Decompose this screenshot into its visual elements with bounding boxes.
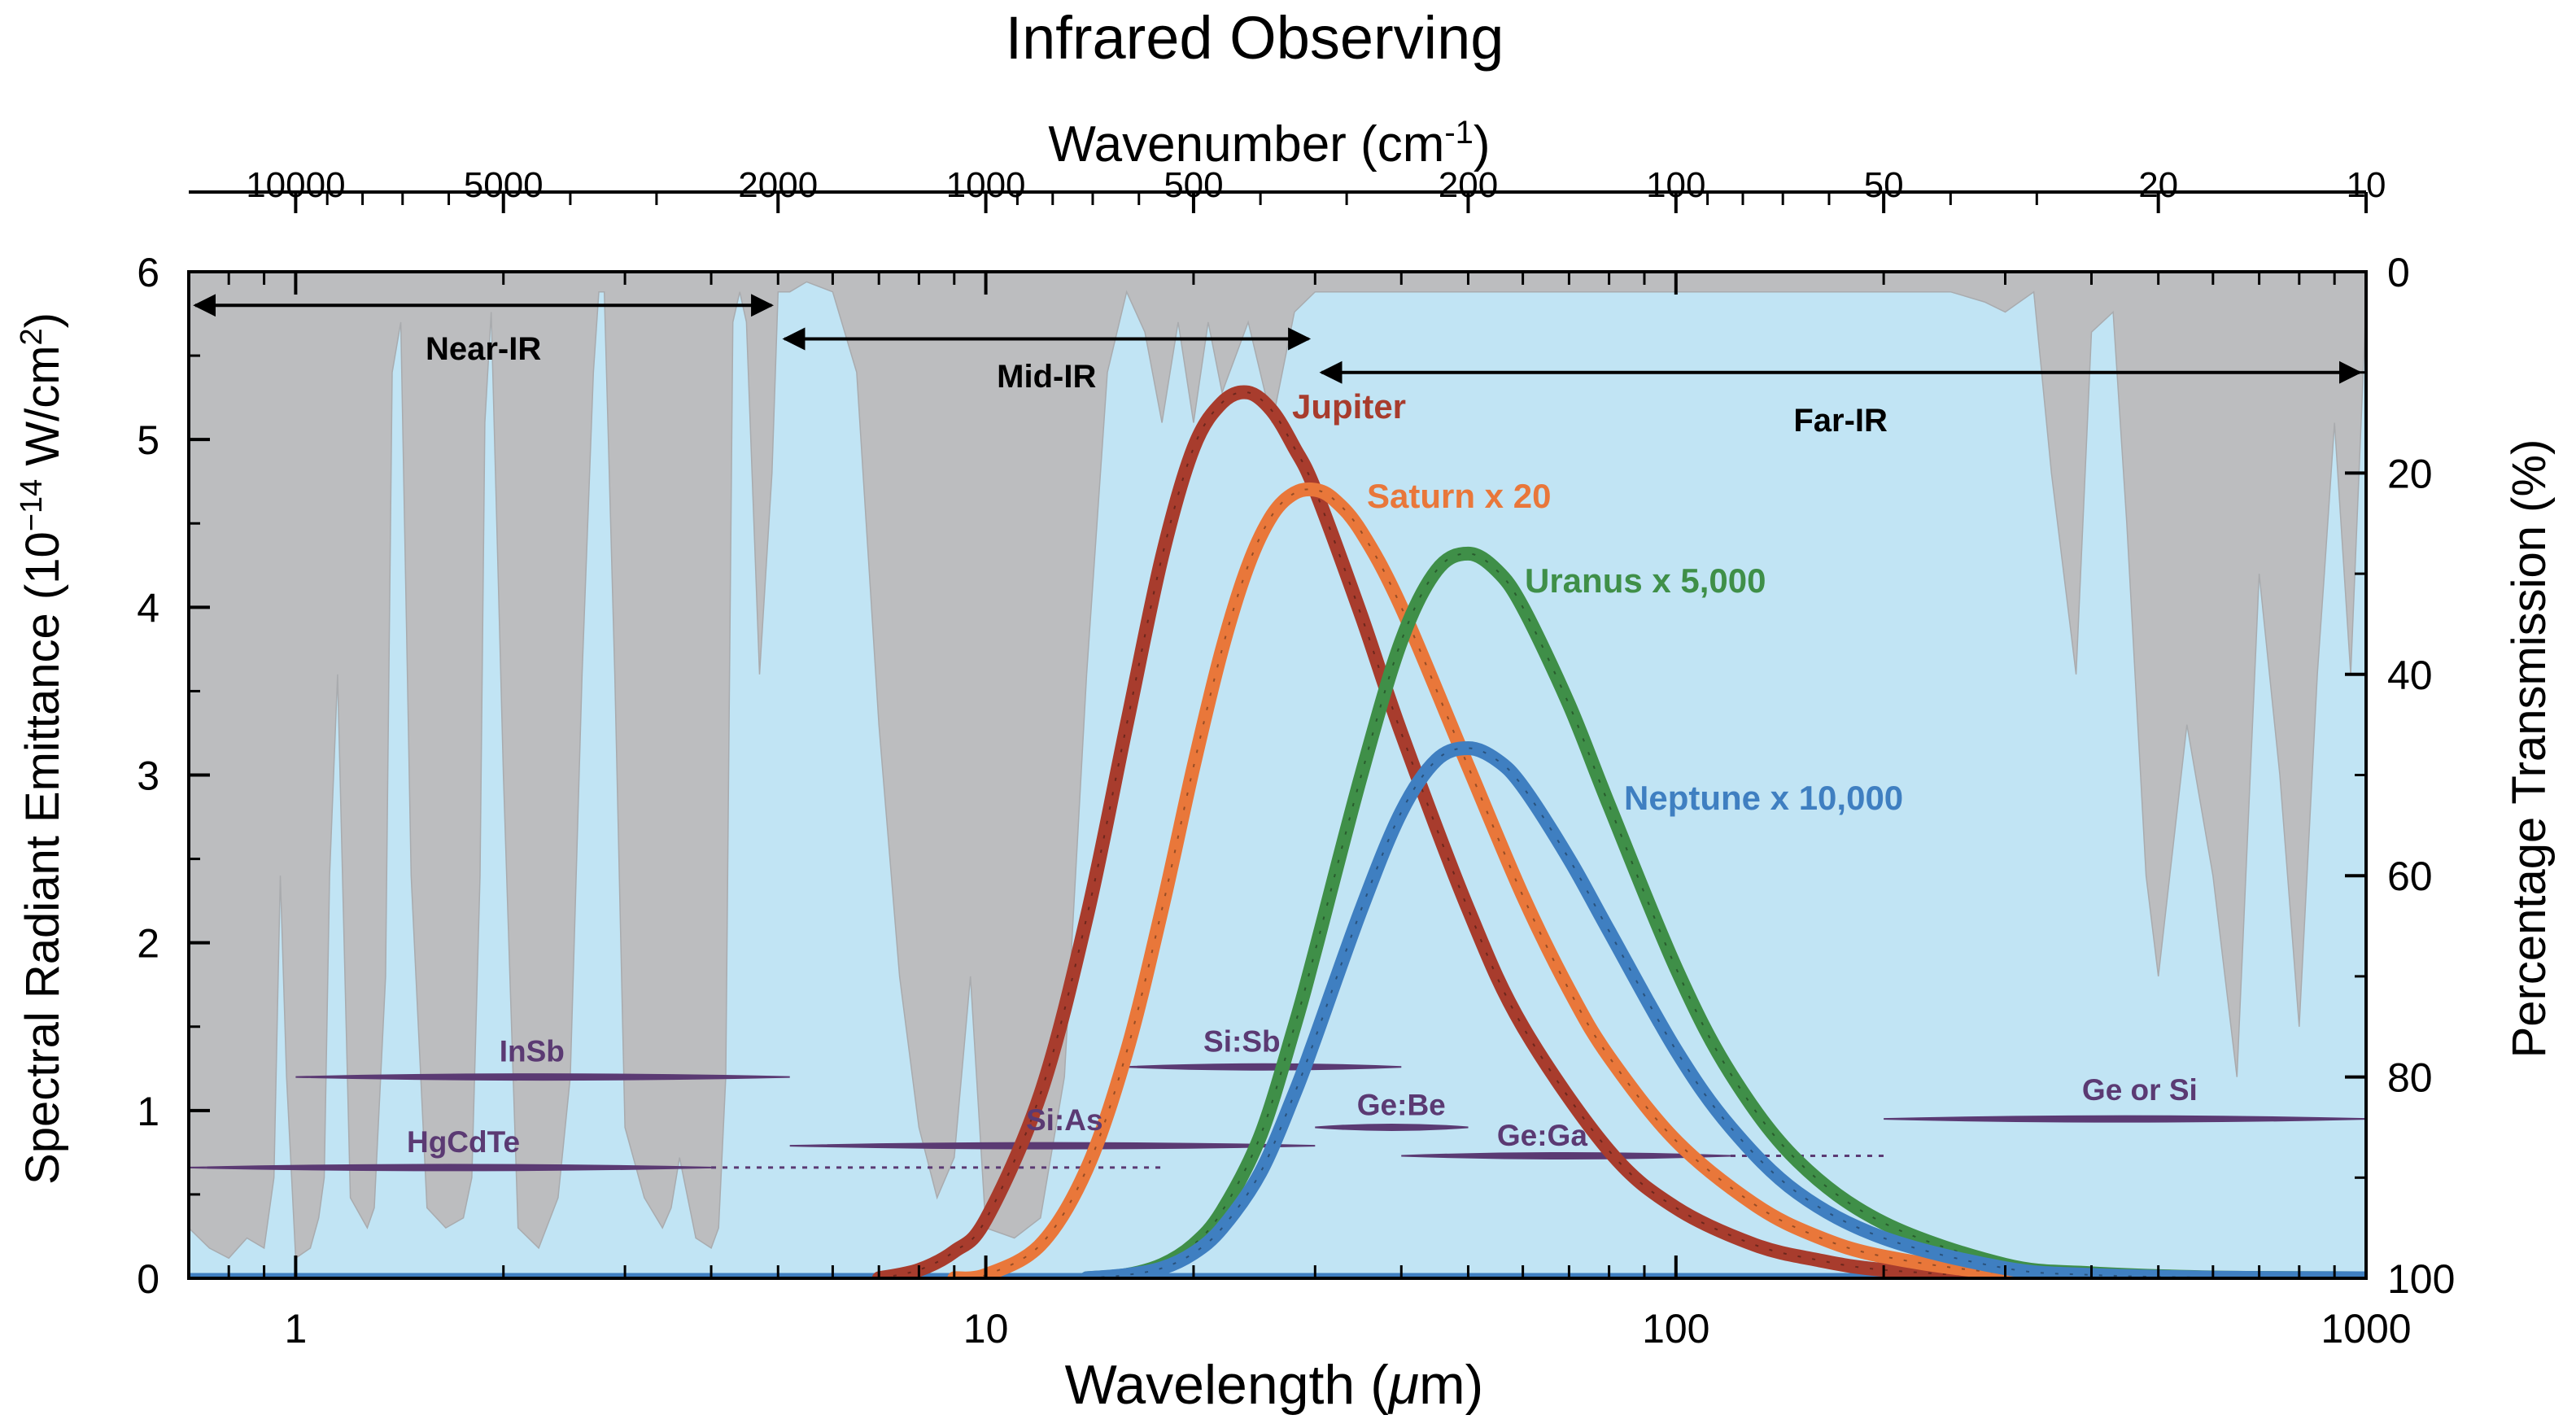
x2-tick-label: 200	[1439, 165, 1498, 205]
series-line-neptune-x-10-000	[1080, 741, 2366, 1278]
x2-tick-label: 10000	[246, 165, 345, 205]
x-tick-label: 10	[963, 1306, 1009, 1352]
x2-tick-label: 5000	[464, 165, 544, 205]
detector-band-si-sb	[1126, 1063, 1402, 1071]
detector-band-si-as	[789, 1142, 1316, 1150]
y-tick-label: 6	[137, 250, 159, 295]
y-tick-label: 3	[137, 753, 159, 799]
x-tick-label: 1000	[2321, 1306, 2411, 1352]
y2-tick-label: 60	[2387, 854, 2433, 899]
series-line-jupiter	[871, 385, 2366, 1278]
y-tick-label: 1	[137, 1089, 159, 1134]
y-tick-label: 0	[137, 1256, 159, 1302]
series-label-saturn-x-20: Saturn x 20	[1367, 477, 1551, 515]
y2-tick-label: 80	[2387, 1055, 2433, 1101]
x2-tick-label: 50	[1864, 165, 1904, 205]
series-centerline-neptune-x-10-000	[1086, 747, 2366, 1278]
x2-tick-label: 20	[2138, 165, 2178, 205]
detector-band-ge-be	[1315, 1123, 1469, 1131]
detector-band-ge-or-si	[1884, 1115, 2366, 1123]
detector-band-insb	[295, 1073, 790, 1081]
detector-band-hgcdte	[189, 1164, 712, 1172]
x2-tick-label: 500	[1164, 165, 1223, 205]
y-tick-label: 4	[137, 585, 159, 631]
x2-tick-label: 100	[1646, 165, 1705, 205]
chart-title: Infrared Observing	[1006, 4, 1504, 72]
x2-tick-label: 2000	[738, 165, 818, 205]
right-axis-title: Percentage Transmission (%)	[2503, 439, 2556, 1059]
detector-label-si-as: Si:As	[1026, 1103, 1103, 1137]
x2-tick-label: 10	[2347, 165, 2386, 205]
ir-regions: Jupiter Saturn x 20 Uranus x 5,000 Neptune …	[193, 294, 2362, 1159]
top-axis-title: Wavenumber (cm-1)	[1048, 115, 1490, 172]
region-label-far-ir: Far-IR	[1793, 403, 1888, 439]
x2-tick-label: 1000	[946, 165, 1026, 205]
x-axis-title: Wavelength (μm)	[1065, 1354, 1484, 1416]
y2-tick-label: 100	[2387, 1256, 2455, 1302]
series-label-neptune-x-10-000: Neptune x 10,000	[1624, 779, 1903, 817]
detector-label-si-sb: Si:Sb	[1203, 1024, 1281, 1058]
detector-layer	[189, 1063, 2366, 1172]
y-tick-label: 2	[137, 921, 159, 967]
detector-label-hgcdte: HgCdTe	[407, 1125, 520, 1159]
region-label-mid-ir: Mid-IR	[997, 359, 1096, 395]
series-line-saturn-x-20	[947, 482, 2366, 1278]
x-tick-label: 100	[1642, 1306, 1709, 1352]
detector-label-ge-or-si: Ge or Si	[2082, 1073, 2198, 1107]
detector-label-ge-ga: Ge:Ga	[1497, 1119, 1587, 1152]
y2-tick-label: 0	[2387, 250, 2410, 295]
y-axis-title: Spectral Radiant Emittance (10−14 W/cm2)	[15, 312, 69, 1185]
detector-label-ge-be: Ge:Be	[1357, 1089, 1446, 1122]
region-label-near-ir: Near-IR	[426, 331, 541, 367]
detector-label-insb: InSb	[500, 1035, 565, 1068]
series-label-uranus-x-5-000: Uranus x 5,000	[1525, 561, 1766, 600]
x-tick-label: 1	[284, 1306, 307, 1352]
y2-tick-label: 40	[2387, 653, 2433, 698]
series-centerline-jupiter	[878, 391, 2366, 1278]
series-label-jupiter: Jupiter	[1292, 387, 1406, 426]
y2-tick-label: 20	[2387, 451, 2433, 496]
y-tick-label: 5	[137, 417, 159, 463]
